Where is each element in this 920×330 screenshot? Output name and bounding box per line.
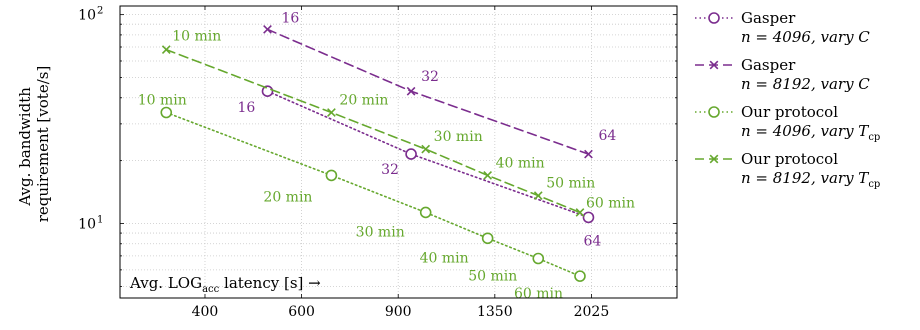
data-point bbox=[533, 191, 543, 200]
point-label: 10 min bbox=[138, 93, 187, 109]
marker-stroke bbox=[533, 191, 543, 200]
marker-stroke bbox=[263, 25, 272, 34]
data-point bbox=[160, 106, 173, 119]
point-label: 16 bbox=[237, 100, 255, 116]
data-point bbox=[325, 169, 338, 182]
legend-label: Our protocol bbox=[741, 150, 838, 168]
marker-stroke bbox=[709, 154, 719, 164]
x-tick-label: 1350 bbox=[477, 304, 513, 320]
legend-label-subscript: cp bbox=[868, 132, 880, 143]
marker-stroke bbox=[421, 144, 431, 154]
point-label: 32 bbox=[421, 69, 439, 85]
series-1 bbox=[261, 85, 595, 224]
data-point bbox=[161, 45, 171, 54]
point-label: 50 min bbox=[468, 269, 517, 285]
legend-label-subscript: cp bbox=[868, 179, 880, 190]
marker-stroke bbox=[406, 86, 416, 96]
data-point bbox=[327, 108, 336, 117]
point-label: 20 min bbox=[263, 189, 312, 205]
point-label: 64 bbox=[598, 128, 616, 144]
legend-label: Gasper bbox=[741, 9, 796, 27]
data-point bbox=[582, 211, 595, 224]
data-point bbox=[263, 25, 272, 34]
series-3 bbox=[160, 106, 586, 282]
data-point bbox=[532, 252, 545, 265]
x-tick-label: 600 bbox=[288, 304, 315, 320]
legend-marker bbox=[708, 106, 720, 118]
marker-stroke bbox=[483, 171, 493, 180]
data-point bbox=[481, 232, 494, 245]
data-point bbox=[575, 208, 585, 217]
legend-label-detail: n = 8192, vary Tcp bbox=[741, 169, 880, 190]
x-axis-label-suffix: latency [s] → bbox=[219, 274, 321, 292]
legend-marker bbox=[709, 154, 719, 164]
data-point bbox=[405, 148, 417, 160]
legend-label-detail: n = 4096, vary C bbox=[741, 28, 870, 46]
point-label: 20 min bbox=[339, 93, 388, 109]
data-point bbox=[261, 85, 274, 98]
axis-label-layer: Avg. LOGacc latency [s] → Avg. bandwidth… bbox=[16, 66, 321, 295]
data-point bbox=[584, 149, 593, 159]
series-2 bbox=[263, 25, 593, 159]
marker-stroke bbox=[584, 149, 593, 159]
data-point bbox=[406, 86, 416, 96]
series-line bbox=[165, 48, 581, 214]
point-label: 32 bbox=[381, 162, 399, 178]
marker-stroke bbox=[161, 45, 171, 54]
data-point bbox=[483, 171, 493, 180]
data-point bbox=[574, 270, 586, 282]
point-label: 30 min bbox=[434, 129, 483, 145]
marker-stroke bbox=[327, 108, 336, 117]
legend-label-detail: n = 8192, vary C bbox=[741, 75, 870, 93]
legend-label: Our protocol bbox=[741, 103, 838, 121]
marker-stroke bbox=[575, 208, 585, 217]
x-tick-label: 900 bbox=[385, 304, 412, 320]
point-label: 60 min bbox=[514, 286, 563, 302]
legend-marker bbox=[708, 12, 720, 24]
y-axis-label-line1: Avg. bandwidth bbox=[16, 87, 34, 207]
point-label: 40 min bbox=[496, 155, 545, 171]
series-line bbox=[266, 28, 590, 155]
legend-label: Gasper bbox=[741, 56, 796, 74]
point-label: 16 bbox=[281, 10, 299, 26]
point-label: 10 min bbox=[172, 29, 221, 45]
legend-label-detail: n = 4096, vary Tcp bbox=[741, 122, 880, 143]
y-tick-label-exponent: 1 bbox=[97, 215, 103, 226]
legend-marker bbox=[709, 60, 719, 70]
point-label: 50 min bbox=[546, 176, 595, 192]
data-point bbox=[421, 144, 431, 154]
series-4 bbox=[161, 45, 585, 217]
y-tick-label: 10 bbox=[78, 217, 96, 233]
x-axis-label-subscript: acc bbox=[202, 284, 220, 295]
data-point bbox=[419, 206, 432, 219]
x-tick-label: 400 bbox=[192, 304, 219, 320]
plot-frame bbox=[119, 5, 678, 299]
marker-stroke bbox=[709, 60, 719, 70]
series-layer bbox=[160, 25, 595, 282]
axes-layer bbox=[119, 5, 678, 299]
point-label: 30 min bbox=[356, 224, 405, 240]
point-label: 60 min bbox=[586, 195, 635, 211]
point-label: 40 min bbox=[420, 250, 469, 266]
y-axis-label: Avg. bandwidth requirement [vote/s] bbox=[16, 66, 52, 223]
grid-layer bbox=[120, 6, 677, 298]
series-line bbox=[165, 111, 581, 277]
y-tick-label: 10 bbox=[78, 8, 96, 24]
y-axis-label-line2: requirement [vote/s] bbox=[34, 66, 52, 223]
x-tick-label: 2025 bbox=[574, 304, 610, 320]
x-axis-label: Avg. LOGacc latency [s] → bbox=[129, 274, 321, 295]
point-label: 64 bbox=[583, 233, 601, 249]
y-tick-label-exponent: 2 bbox=[97, 6, 103, 17]
